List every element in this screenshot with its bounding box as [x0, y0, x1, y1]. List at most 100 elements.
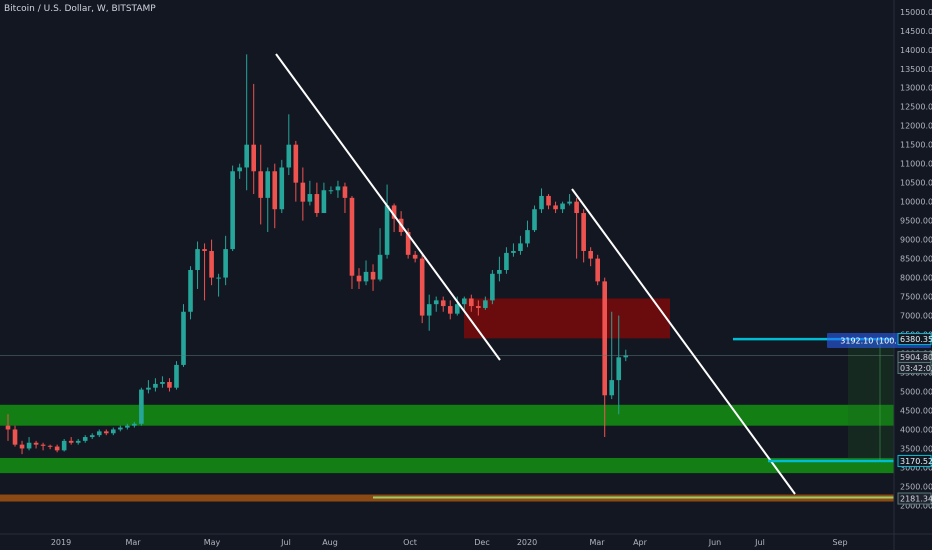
- candle-body: [553, 205, 558, 210]
- candle-body: [370, 271, 376, 280]
- y-tick-label: 14500.00: [900, 27, 932, 36]
- y-tick-label: 9500.00: [900, 217, 932, 226]
- y-tick-label: 3000.00: [900, 463, 932, 472]
- candle-body: [125, 425, 130, 428]
- current-price-tag-text: 5904.80: [900, 353, 932, 362]
- y-tick-label: 5000.00: [900, 387, 932, 396]
- measure-box: [848, 339, 894, 461]
- candle-body: [54, 446, 60, 451]
- candle-body: [89, 435, 95, 438]
- candle-body: [405, 232, 411, 255]
- candle-body: [314, 194, 320, 214]
- y-tick-label: 10500.00: [900, 179, 932, 188]
- candle-body: [440, 300, 446, 307]
- x-tick-label: May: [204, 538, 221, 547]
- bottom-band-price-tag-box: [897, 492, 932, 505]
- y-tick-label: 12000.00: [900, 122, 932, 131]
- target-upper-price-tag: 6380.35: [897, 333, 932, 346]
- candle-body: [40, 444, 46, 446]
- candle-body: [419, 258, 425, 316]
- price-tags-layer: 3192.10 (100.12%)6380.35 5904.80 03:42:03 3…: [827, 333, 932, 505]
- candle-body: [588, 251, 593, 259]
- candle-body: [546, 195, 551, 206]
- y-tick-label: 4000.00: [900, 425, 932, 434]
- y-tick-label: 7000.00: [900, 312, 932, 321]
- countdown-tag-text: 03:42:03: [900, 364, 932, 373]
- y-tick-label: 2500.00: [900, 482, 932, 491]
- y-tick-label: 7500.00: [900, 293, 932, 302]
- candle-body: [384, 205, 390, 255]
- candle-body: [490, 273, 495, 301]
- trendline-2020: [571, 188, 796, 495]
- candle-body: [602, 281, 607, 396]
- x-tick-label: Oct: [403, 538, 417, 547]
- bottom-band-price-tag: 2181.34: [897, 492, 932, 505]
- candle-body: [181, 311, 186, 365]
- candle-body: [139, 389, 144, 424]
- candle-body: [391, 205, 397, 219]
- candle-body: [539, 195, 544, 210]
- countdown-tag: 03:42:03: [897, 361, 932, 374]
- x-tick-label: 2020: [517, 538, 537, 547]
- lines-layer: [0, 53, 894, 495]
- candle-body: [82, 437, 88, 441]
- resistance-zone: [464, 298, 670, 339]
- y-tick-label: 10000.00: [900, 198, 932, 207]
- x-tick-label: Dec: [474, 538, 489, 547]
- candle-body: [595, 258, 600, 282]
- target-lower-price-tag-box: [897, 454, 932, 467]
- candle-body: [293, 144, 299, 183]
- bottom-band-price-tag-text: 2181.34: [900, 495, 932, 504]
- candle-body: [167, 382, 172, 388]
- candle-body: [567, 201, 572, 204]
- x-tick-label: Jul: [754, 538, 765, 547]
- candle-body: [433, 300, 439, 305]
- candle-body: [19, 444, 25, 449]
- x-tick-label: Apr: [633, 538, 648, 547]
- upper-support-zone: [0, 404, 894, 426]
- price-axis[interactable]: 15000.00 14500.00 14000.00 13500.00 13000.00…: [893, 0, 932, 550]
- candle-body: [5, 425, 11, 430]
- candle-body: [103, 431, 109, 434]
- candle-body: [33, 442, 39, 445]
- candle-body: [286, 144, 292, 168]
- candle-body: [504, 252, 509, 270]
- candle-body: [356, 275, 362, 282]
- candle-body: [174, 364, 179, 388]
- y-tick-label: 8500.00: [900, 255, 932, 264]
- countdown-tag-box: [897, 361, 932, 374]
- candle-body: [258, 171, 264, 198]
- candle-body: [202, 249, 207, 252]
- candle-body: [188, 269, 193, 312]
- candle-body: [363, 271, 369, 282]
- candle-body: [609, 380, 615, 396]
- candle-body: [244, 144, 249, 168]
- candle-body: [454, 304, 460, 314]
- x-tick-label: Sep: [832, 538, 847, 547]
- candle-body: [61, 440, 67, 451]
- candle-body: [75, 440, 81, 443]
- candle-body: [377, 254, 383, 280]
- candle-body: [12, 429, 18, 445]
- candle-body: [532, 209, 537, 231]
- candle-body: [321, 190, 327, 214]
- candle-body: [26, 442, 32, 449]
- candle-body: [426, 304, 432, 316]
- candle-body: [223, 249, 228, 278]
- x-tick-label: 2019: [51, 538, 71, 547]
- candle-body: [412, 254, 418, 259]
- y-tick-label: 2000.00: [900, 501, 932, 510]
- y-tick-label: 11000.00: [900, 160, 932, 169]
- y-tick-label: 15000.00: [900, 8, 932, 17]
- y-tick-label: 13500.00: [900, 65, 932, 74]
- candle-body: [230, 171, 235, 250]
- chart-title: Bitcoin / U.S. Dollar, W, BITSTAMP: [4, 4, 156, 14]
- current-price-tag: 5904.80: [897, 351, 932, 364]
- candle-body: [279, 167, 285, 210]
- time-axis[interactable]: 2019 Mar May Jul Aug Oct Dec 2020 Mar Apr Jun Jul Se…: [0, 533, 932, 547]
- y-tick-label: 12500.00: [900, 103, 932, 112]
- target-upper-price-tag-box: [897, 333, 932, 346]
- target-lower-price-tag-text: 3170.52: [900, 457, 932, 466]
- candle-body: [47, 445, 53, 447]
